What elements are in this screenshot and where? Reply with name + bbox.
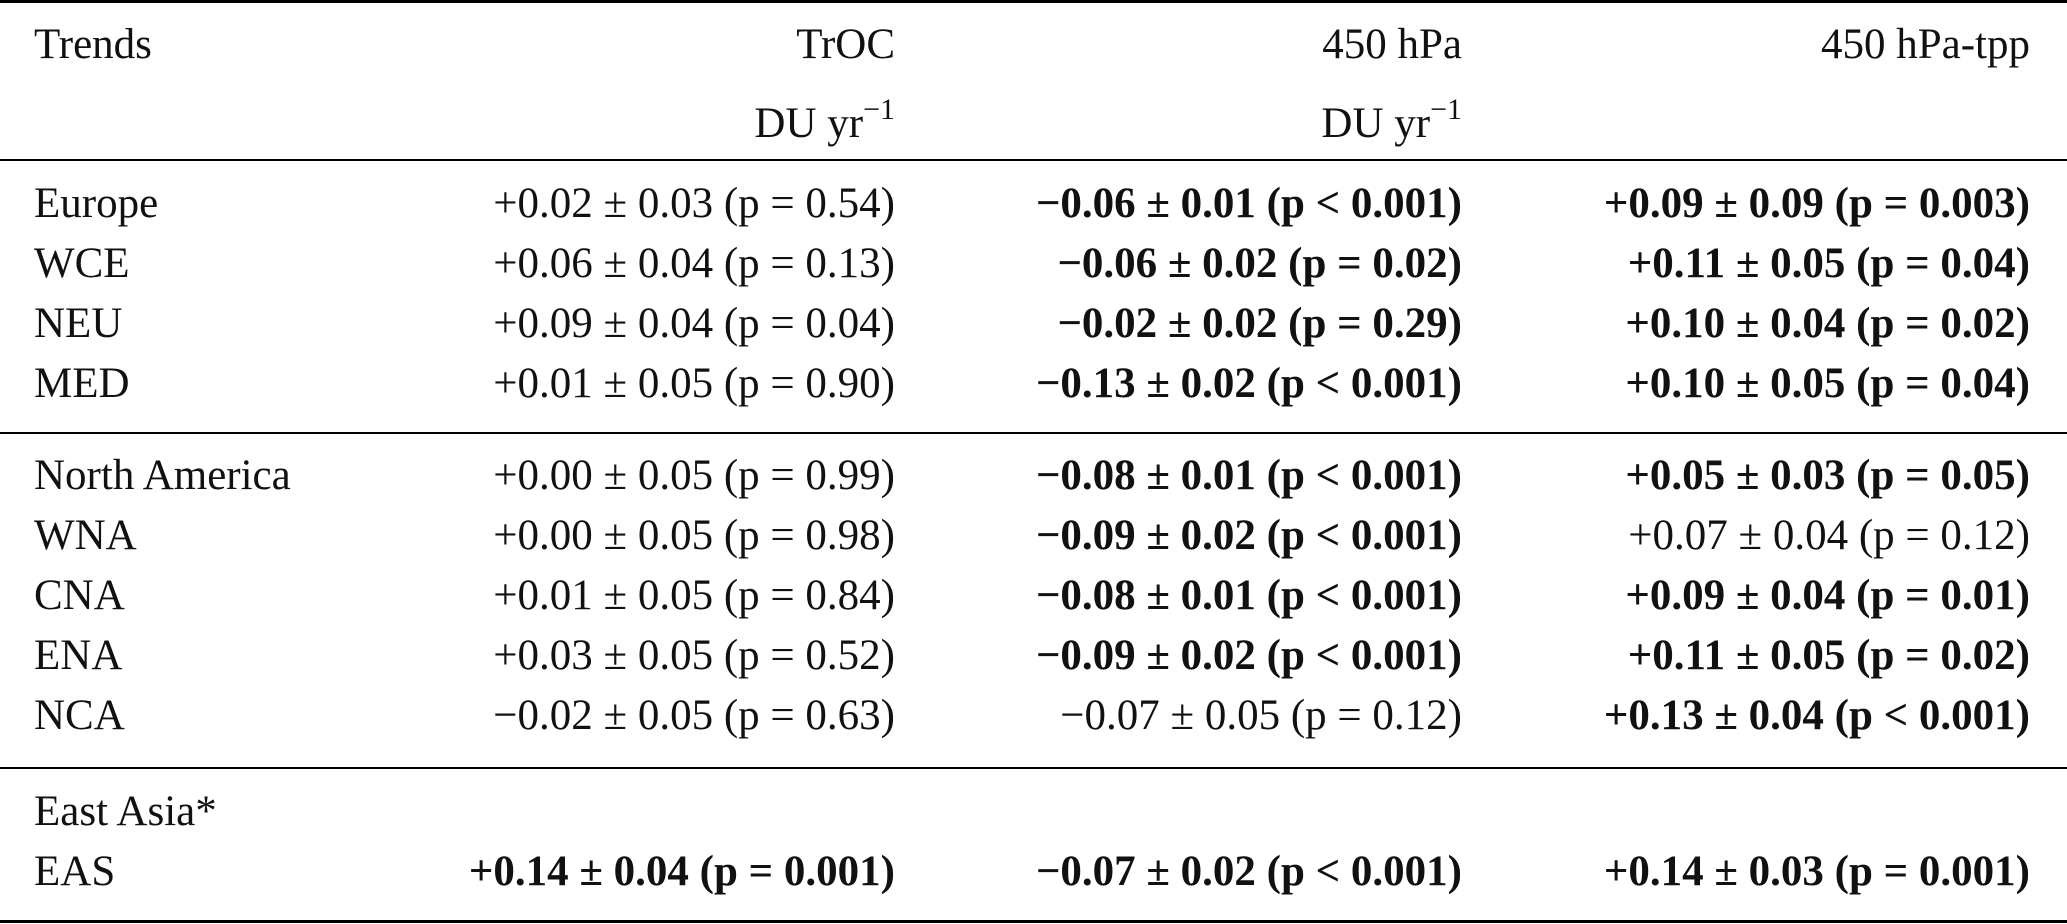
cell-450hpa-tpp: +0.13 ± 0.04 (p < 0.001) [1603,692,2030,739]
header-troc-unit: DU yr−1 [754,80,895,154]
bottom-rule [0,920,2067,923]
cell-450hpa: −0.06 ± 0.01 (p < 0.001) [1035,180,1462,227]
cell-troc: −0.02 ± 0.05 (p = 0.63) [493,692,895,739]
cell-troc: +0.03 ± 0.05 (p = 0.52) [493,632,895,679]
row-label: CNA [34,572,125,619]
cell-450hpa-tpp: +0.14 ± 0.03 (p = 0.001) [1603,848,2030,895]
cell-450hpa: −0.02 ± 0.02 (p = 0.29) [1057,300,1462,347]
cell-450hpa: −0.09 ± 0.02 (p < 0.001) [1035,512,1462,559]
cell-troc: +0.00 ± 0.05 (p = 0.98) [493,512,895,559]
cell-450hpa: −0.13 ± 0.02 (p < 0.001) [1035,360,1462,407]
row-label: North America [34,452,291,499]
cell-450hpa-tpp: +0.05 ± 0.03 (p = 0.05) [1625,452,2030,499]
cell-450hpa-tpp: +0.11 ± 0.05 (p = 0.02) [1627,632,2030,679]
row-label: NEU [34,300,123,347]
cell-450hpa: −0.08 ± 0.01 (p < 0.001) [1035,572,1462,619]
cell-troc: +0.14 ± 0.04 (p = 0.001) [468,848,895,895]
cell-troc: +0.00 ± 0.05 (p = 0.99) [493,452,895,499]
header-450hpa-tpp-title: 450 hPa-tpp [1820,21,2030,68]
row-label: East Asia* [34,788,217,835]
header-450hpa-unit: DU yr−1 [1321,80,1462,154]
header-450hpa-title: 450 hPa [1322,21,1462,68]
row-label: EAS [34,848,116,895]
row-label: MED [34,360,130,407]
header-troc-title: TrOC [796,21,895,68]
top-rule [0,0,2067,3]
unit-exponent: −1 [1430,93,1462,126]
cell-450hpa-tpp: +0.11 ± 0.05 (p = 0.04) [1627,240,2030,287]
row-label: NCA [34,692,125,739]
cell-450hpa-tpp: +0.07 ± 0.04 (p = 0.12) [1628,512,2030,559]
cell-450hpa-tpp: +0.09 ± 0.09 (p = 0.003) [1603,180,2030,227]
cell-troc: +0.02 ± 0.03 (p = 0.54) [493,180,895,227]
cell-450hpa: −0.07 ± 0.05 (p = 0.12) [1060,692,1462,739]
cell-450hpa-tpp: +0.09 ± 0.04 (p = 0.01) [1625,572,2030,619]
cell-troc: +0.09 ± 0.04 (p = 0.04) [493,300,895,347]
row-label: ENA [34,632,123,679]
cell-450hpa: −0.07 ± 0.02 (p < 0.001) [1035,848,1462,895]
row-label: Europe [34,180,159,227]
unit-base: DU yr [1321,100,1431,147]
group-rule-2 [0,767,2067,769]
cell-450hpa: −0.08 ± 0.01 (p < 0.001) [1035,452,1462,499]
cell-troc: +0.01 ± 0.05 (p = 0.84) [493,572,895,619]
unit-base: DU yr [754,100,864,147]
cell-450hpa-tpp: +0.10 ± 0.04 (p = 0.02) [1625,300,2030,347]
cell-troc: +0.06 ± 0.04 (p = 0.13) [493,240,895,287]
unit-exponent: −1 [863,93,895,126]
group-rule-1 [0,432,2067,434]
cell-450hpa: −0.06 ± 0.02 (p = 0.02) [1057,240,1462,287]
cell-troc: +0.01 ± 0.05 (p = 0.90) [493,360,895,407]
header-trends: Trends [34,21,152,68]
cell-450hpa: −0.09 ± 0.02 (p < 0.001) [1035,632,1462,679]
header-rule [0,159,2067,161]
row-label: WNA [34,512,137,559]
row-label: WCE [34,240,130,287]
cell-450hpa-tpp: +0.10 ± 0.05 (p = 0.04) [1625,360,2030,407]
